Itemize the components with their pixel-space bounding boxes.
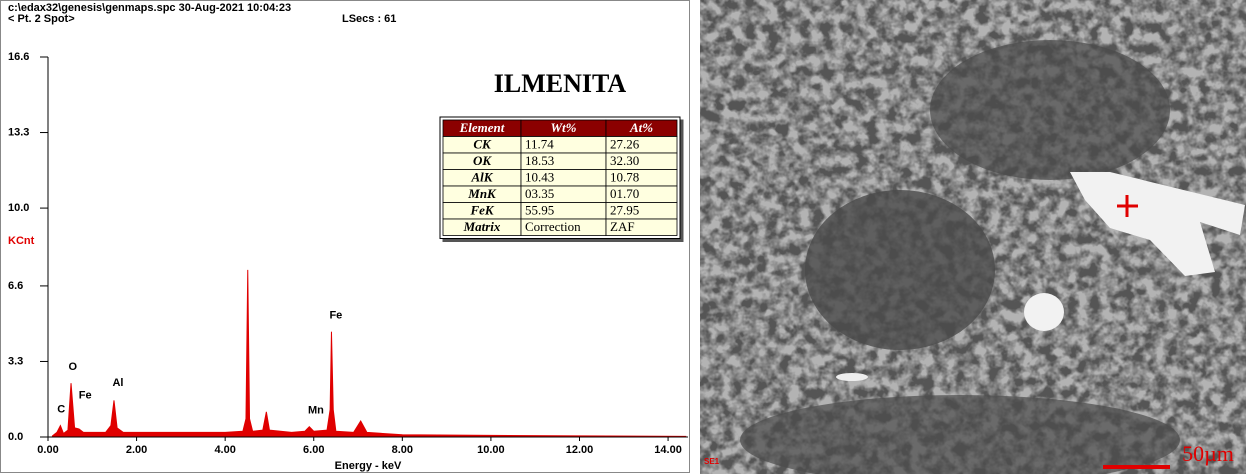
y-tick-label: 13.3 xyxy=(8,126,29,138)
x-tick-label: 8.00 xyxy=(392,444,413,456)
table-cell-text: 18.53 xyxy=(525,153,554,168)
sem-dark-region xyxy=(740,395,1180,474)
y-axis-label: KCnt xyxy=(8,235,35,247)
table-cell-text: 27.26 xyxy=(610,137,640,152)
table-cell-text: 03.35 xyxy=(525,186,554,201)
table-cell-text: ZAF xyxy=(610,219,635,234)
table-cell-text: AlK xyxy=(471,170,494,185)
y-tick-label: 0.0 xyxy=(8,431,23,443)
y-tick-label: 10.0 xyxy=(8,202,29,214)
detector-label: SE1 xyxy=(704,457,720,466)
chart-title: ILMENITA xyxy=(494,69,627,98)
peak-label: C xyxy=(57,403,65,415)
sem-dark-region xyxy=(930,40,1170,180)
peak-label: Al xyxy=(112,377,123,389)
table-cell-text: CK xyxy=(473,137,492,152)
y-tick-label: 3.3 xyxy=(8,355,23,367)
spectrum xyxy=(51,269,687,438)
sem-bright-grain xyxy=(1024,293,1064,331)
table-cell-text: OK xyxy=(473,153,492,168)
y-tick-label: 16.6 xyxy=(8,51,29,63)
x-tick-label: 10.00 xyxy=(477,444,505,456)
table-cell-text: Matrix xyxy=(463,219,501,234)
table-header-text: Wt% xyxy=(551,120,577,135)
file-info: c:\edax32\genesis\genmaps.spc 30-Aug-202… xyxy=(8,2,291,14)
table-cell-text: 11.74 xyxy=(525,137,554,152)
x-tick-label: 6.00 xyxy=(303,444,324,456)
table-cell-text: 10.78 xyxy=(610,170,639,185)
peak-label: Fe xyxy=(329,310,342,322)
table-cell-text: 55.95 xyxy=(525,203,554,218)
sem-image: 50µm SE1 xyxy=(700,0,1246,474)
sem-bright-grain xyxy=(836,373,868,381)
x-tick-label: 4.00 xyxy=(214,444,235,456)
sem-dark-region xyxy=(805,190,995,350)
x-tick-label: 2.00 xyxy=(126,444,147,456)
sem-bright-grain xyxy=(1070,172,1245,276)
table-cell-text: 27.95 xyxy=(610,203,639,218)
table-cell xyxy=(605,218,678,236)
table-header-text: Element xyxy=(459,120,505,135)
table-cell-text: 32.30 xyxy=(610,153,639,168)
spot-marker xyxy=(1117,195,1138,217)
x-axis-label: Energy - keV xyxy=(335,460,402,472)
table-header-text: At% xyxy=(629,120,653,135)
spot-label: < Pt. 2 Spot> xyxy=(8,13,75,25)
table-cell-text: FeK xyxy=(469,203,494,218)
peak-label: Mn xyxy=(308,405,324,417)
table-cell-text: 01.70 xyxy=(610,186,639,201)
peak-label: Fe xyxy=(79,390,92,402)
x-tick-label: 0.00 xyxy=(37,444,58,456)
table-cell-text: MnK xyxy=(467,186,497,201)
peak-label: O xyxy=(69,361,78,373)
scale-label: 50µm xyxy=(1182,441,1234,466)
table-cell-text: Correction xyxy=(525,219,581,234)
x-tick-label: 12.00 xyxy=(566,444,594,456)
live-time: LSecs : 61 xyxy=(342,13,396,25)
results-table: Element Wt% At% CK 11.74 27.26 OK 18.53 32.30 AlK… xyxy=(439,116,681,239)
y-tick-label: 6.6 xyxy=(8,280,23,292)
x-tick-label: 14.00 xyxy=(654,444,682,456)
table-cell-text: 10.43 xyxy=(525,170,554,185)
